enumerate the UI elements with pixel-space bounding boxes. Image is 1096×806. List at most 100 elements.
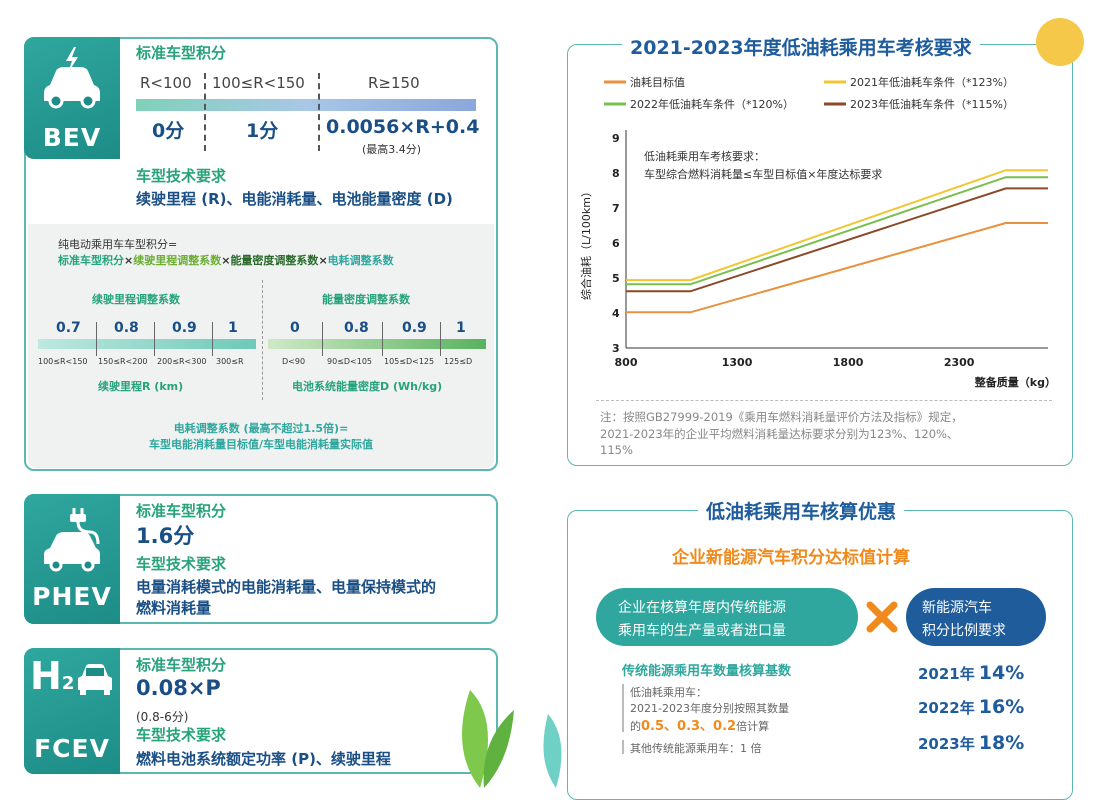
leaf-decoration-center [543, 714, 562, 788]
bev-range-2: R≥150 [368, 74, 420, 92]
fcev-tech-desc: 燃料电池系统额定功率 (P)、续驶里程 [136, 750, 391, 768]
fcev-score: 0.08×P [136, 676, 221, 700]
fcev-range: (0.8-6分) [136, 710, 189, 724]
fcev-sub: 2 [61, 673, 75, 694]
density-coef-bar [268, 339, 486, 349]
left-pill-line1: 企业在核算年度内传统能源 [618, 600, 786, 616]
density-seg-2 [382, 322, 383, 356]
bev-score-gradient-bar [136, 99, 476, 111]
range-seg-3 [212, 322, 213, 356]
chart-annotation-1: 低油耗乘用车考核要求： [644, 149, 765, 163]
fcev-label: FCEV [34, 734, 110, 763]
x-tick-label-0: 800 [615, 356, 638, 369]
chart-card [567, 44, 1073, 466]
density-bin-0: D<90 [282, 357, 306, 366]
density-bin-2: 105≤D<125 [384, 357, 435, 366]
car-front-icon [78, 664, 112, 695]
bev-score-2: 0.0056×R+0.4 [326, 116, 480, 138]
series-line-2 [626, 176, 1048, 286]
bev-range-0: R<100 [140, 74, 192, 92]
fcev-std-title: 标准车型积分 [136, 656, 227, 674]
x-tick-label-2: 1800 [833, 356, 864, 369]
bev-score-1: 1分 [246, 120, 279, 142]
fcev-h2-mark: H2 [30, 654, 74, 698]
x-tick-label-3: 2300 [944, 356, 975, 369]
density-bin-1: 90≤D<105 [327, 357, 373, 366]
legend-label-3: 2023年低油耗车条件（*115%） [850, 97, 1014, 111]
range-coef-1: 0.8 [114, 320, 139, 336]
formula-power: 电耗调整系数 [327, 254, 394, 267]
bev-label: BEV [42, 123, 102, 152]
series-line-0 [626, 222, 1048, 314]
base-title: 传统能源乘用车数量核算基数 [622, 664, 792, 679]
density-coef-1: 0.8 [344, 320, 369, 336]
y-tick-label-0: 3 [612, 342, 620, 355]
bev-formula-line2: 标准车型积分×续驶里程调整系数×能量密度调整系数×电耗调整系数 [58, 252, 394, 268]
left-pill [596, 588, 858, 646]
year-2023: 2023年 [918, 735, 975, 753]
density-seg-3 [440, 322, 441, 356]
plug-car-icon [44, 508, 100, 572]
x-axis-title: 整备质量（kg） [974, 375, 1056, 389]
year-row-2022: 2022年 16% [918, 696, 1024, 718]
density-seg-1 [322, 322, 323, 356]
density-coef-0: 0 [290, 320, 300, 336]
range-bin-0: 100≤R<150 [38, 357, 88, 366]
bev-std-title: 标准车型积分 [136, 44, 227, 62]
density-coef-3: 1 [456, 320, 466, 336]
benefit-card [567, 510, 1073, 800]
bev-divider-1 [204, 73, 206, 151]
series-line-3 [626, 187, 1048, 293]
y-tick-label-1: 4 [612, 307, 620, 320]
benefit-subtitle: 企业新能源汽车积分达标值计算 [672, 548, 910, 568]
other-line: 其他传统能源乘用车：1 倍 [630, 742, 762, 755]
chart-annotation-2: 车型综合燃料消耗量≤车型目标值×年度达标要求 [644, 167, 882, 181]
phev-tile: PHEV [24, 494, 120, 624]
right-pill-line1: 新能源汽车 [922, 600, 992, 616]
bev-formula-line1: 纯电动乘用车车型积分= [58, 238, 178, 251]
density-coef-2: 0.9 [402, 320, 427, 336]
fcev-tech-title: 车型技术要求 [136, 726, 227, 744]
low-line-3: 的0.5、0.3、0.2倍计算 [630, 715, 769, 734]
phev-tech-title: 车型技术要求 [136, 555, 227, 573]
legend-label-2: 2022年低油耗车条件（*120%） [630, 97, 794, 111]
series-line-1 [626, 169, 1048, 282]
formula-center-divider [262, 280, 263, 400]
y-axis-title: 综合油耗（L/100km） [579, 186, 593, 300]
bev-score-0: 0分 [152, 120, 185, 142]
chart-note-3: 115% [600, 443, 633, 457]
y-tick-label-6: 9 [612, 132, 620, 145]
low-line-1: 低油耗乘用车： [630, 686, 707, 699]
range-bin-2: 200≤R<300 [157, 357, 207, 366]
legend-label-1: 2021年低油耗车条件（*123%） [850, 75, 1014, 89]
low-values: 0.5、0.3、0.2 [641, 719, 737, 734]
range-coef-3: 1 [228, 320, 238, 336]
density-axis-label: 电池系统能量密度D (Wh/kg) [292, 380, 443, 393]
formula-times-2: × [221, 254, 231, 267]
range-axis-label: 续驶里程R (km) [98, 380, 184, 393]
bev-cap-note: (最高3.4分) [362, 143, 422, 156]
year-2022: 2022年 [918, 699, 975, 717]
formula-range: 续驶里程调整系数 [133, 254, 222, 267]
chart-dotted-separator [596, 400, 1052, 401]
bev-tech-title: 车型技术要求 [136, 167, 227, 185]
y-tick-label-2: 5 [612, 272, 620, 285]
bev-divider-2 [318, 73, 320, 151]
density-coef-title: 能量密度调整系数 [322, 293, 410, 306]
range-bin-1: 150≤R<200 [98, 357, 148, 366]
pct-2021: 14% [978, 662, 1025, 684]
base-bracket-2 [622, 740, 624, 754]
left-pill-line2: 乘用车的生产量或者进口量 [618, 623, 786, 639]
phev-score: 1.6分 [136, 524, 195, 548]
bev-range-1: 100≤R<150 [212, 74, 305, 92]
legend-label-0: 油耗目标值 [630, 75, 685, 89]
power-note-1: 电耗调整系数 (最高不超过1.5倍)= [173, 422, 349, 435]
low-line-2: 2021-2023年度分别按照其数量 [630, 702, 789, 715]
base-bracket-1 [622, 684, 624, 732]
leaf-decoration-left [462, 690, 514, 788]
range-seg-1 [96, 322, 97, 356]
formula-times-3: × [318, 254, 328, 267]
power-note-2: 车型电能消耗量目标值/车型电能消耗量实际值 [148, 438, 374, 451]
formula-density: 能量密度调整系数 [230, 254, 319, 267]
range-coef-title: 续驶里程调整系数 [92, 293, 180, 306]
